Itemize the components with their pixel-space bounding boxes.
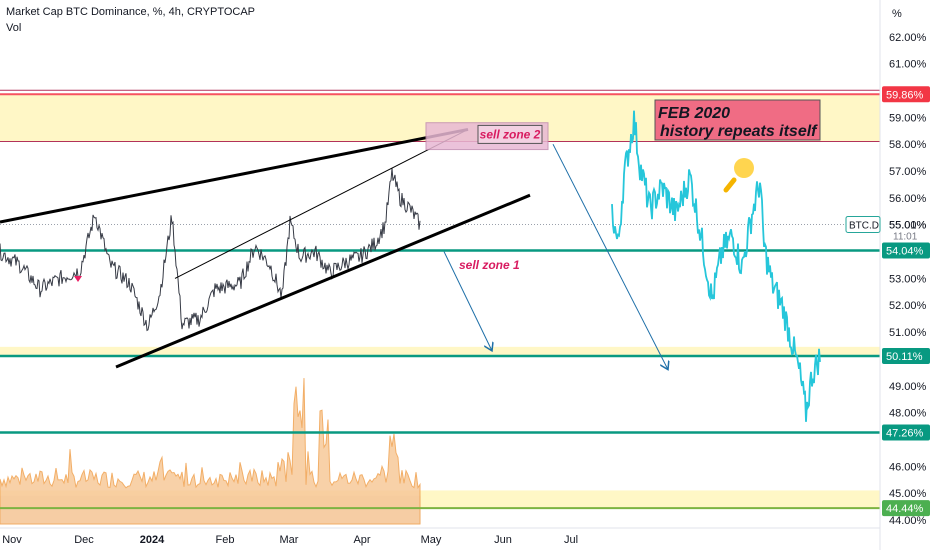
price-label-bg <box>882 424 930 441</box>
y-tick-label: 51.00% <box>889 327 927 339</box>
y-tick-label: 55.00% <box>889 220 927 232</box>
sell-zone-2-label: sell zone 2 <box>480 127 541 141</box>
x-tick-label: Mar <box>280 534 299 546</box>
price-label: 55.01% <box>889 219 927 231</box>
price-label: 59.86% <box>886 89 924 101</box>
arrow-from-sell-zone-2 <box>552 143 668 369</box>
sell-zone-1-label: sell zone 1 <box>459 258 520 272</box>
history-annotation-box <box>654 99 821 141</box>
y-tick-label: 49.00% <box>889 381 927 393</box>
price-label: 44.44% <box>886 503 924 515</box>
price-label-bg <box>882 347 930 364</box>
y-tick-label: 48.00% <box>889 408 927 420</box>
y-tick-label: 61.00% <box>889 59 927 71</box>
signal-marker <box>74 276 82 282</box>
price-layer <box>0 110 821 422</box>
axis-unit-label[interactable]: % <box>892 8 902 20</box>
lower-trendline <box>115 193 531 369</box>
history-annotation-line2: history repeats itself <box>660 123 818 140</box>
x-tick-label: May <box>421 534 442 546</box>
price-label-bg <box>882 500 930 517</box>
history-annotation-line1: FEB 2020 <box>658 105 730 122</box>
y-tick-label: 62.00% <box>889 32 927 44</box>
volume-area <box>0 378 421 525</box>
y-tick-label: 46.00% <box>889 461 927 473</box>
zone-layer <box>0 94 880 509</box>
countdown-label: 11:01 <box>893 231 918 242</box>
price-label: 47.26% <box>886 427 924 439</box>
levels-layer <box>0 89 880 510</box>
y-tick-label: 58.00% <box>889 139 927 151</box>
x-tick-label: Apr <box>353 534 370 546</box>
upper-trendline <box>0 127 469 224</box>
price-series <box>0 168 421 332</box>
x-tick-label: Jul <box>564 534 578 546</box>
x-tick-label: 2024 <box>140 534 165 546</box>
inner-trendline <box>174 128 469 279</box>
chart-title: Market Cap BTC Dominance, %, 4h, CRYPTOC… <box>6 6 256 18</box>
mid-yellow-zone <box>0 346 880 356</box>
y-tick-label: 59.00% <box>889 112 927 124</box>
arrow-to-sell-zone-1 <box>443 251 492 351</box>
y-tick-label: 53.00% <box>889 273 927 285</box>
symbol-tag: BTC.D <box>849 220 879 231</box>
sell-zone-2-label-box <box>477 124 543 144</box>
x-tick-label: Dec <box>74 534 94 546</box>
pointing-hand-icon <box>734 158 754 178</box>
price-label: 54.04% <box>886 245 924 257</box>
price-label-bg <box>882 86 930 103</box>
x-tick-label: Nov <box>2 534 22 546</box>
y-tick-label: 57.00% <box>889 166 927 178</box>
price-label-bg <box>882 242 930 259</box>
price-label: 50.11% <box>886 351 923 363</box>
volume-legend: Vol <box>6 22 22 34</box>
symbol-tag-box <box>845 215 881 233</box>
x-tick-label: Feb <box>216 534 235 546</box>
volume-layer <box>0 378 421 525</box>
pointing-hand-finger <box>723 177 737 193</box>
x-tick-label: Jun <box>494 534 512 546</box>
y-tick-label: 56.00% <box>889 193 927 205</box>
projection-series <box>611 110 821 422</box>
y-tick-label: 44.00% <box>889 515 927 527</box>
y-tick-label: 52.00% <box>889 300 927 312</box>
y-tick-label: 45.00% <box>889 488 927 500</box>
